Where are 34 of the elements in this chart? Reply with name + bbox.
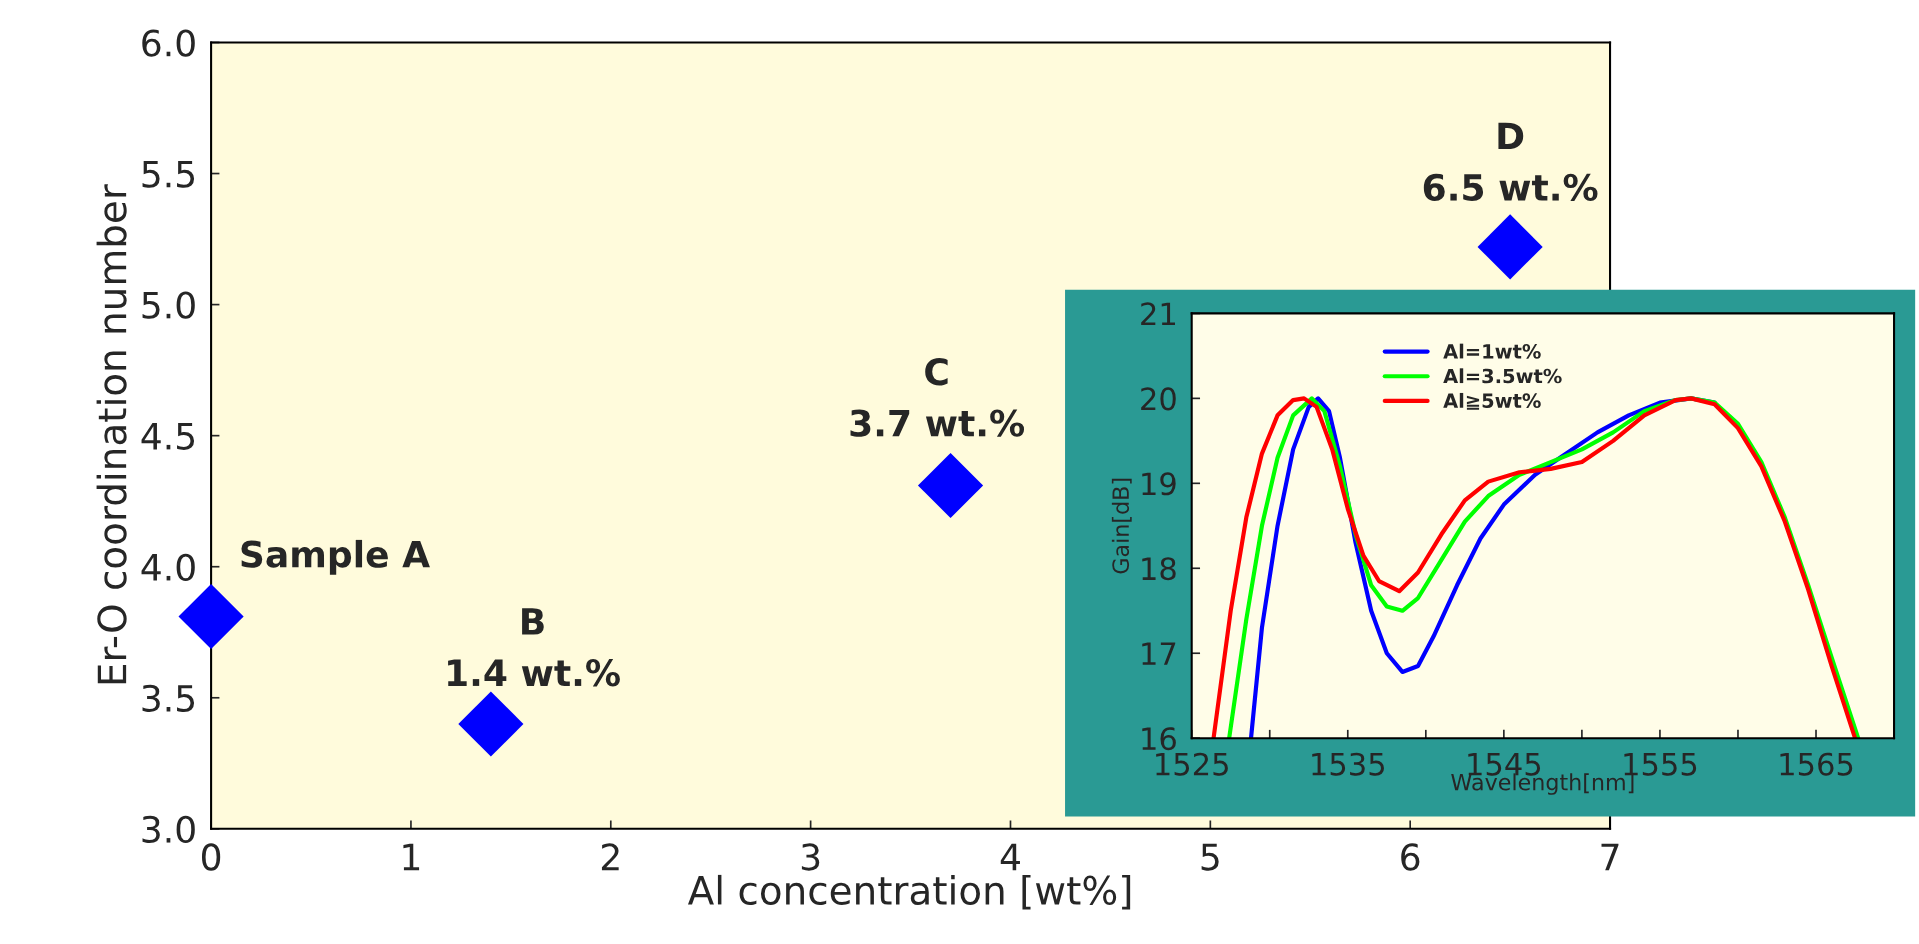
- x-tick-label: 5: [1201, 843, 1219, 871]
- x-tick-label: 4: [1000, 843, 1020, 871]
- y-tick-label: 18: [1142, 557, 1176, 581]
- y-axis-title: Er-O coordination number: [96, 184, 127, 684]
- annotation: D 6.5 wt.%: [1423, 122, 1598, 202]
- y-tick-label: 4.0: [141, 553, 195, 581]
- x-tick-label: 1525: [1156, 752, 1228, 776]
- y-tick-label: 20: [1141, 387, 1176, 411]
- x-tick-label: 7: [1601, 843, 1619, 871]
- annotation: Sample A: [241, 539, 430, 575]
- x-tick-label: 6: [1401, 843, 1420, 871]
- x-tick-label: 1: [403, 843, 420, 871]
- x-tick-label: 1565: [1780, 752, 1853, 776]
- y-tick-label: 5.0: [142, 291, 195, 319]
- y-tick-label: 4.5: [141, 423, 195, 450]
- legend-label: Al=1wt%: [1443, 343, 1541, 359]
- y-tick-label: 3.5: [142, 684, 195, 713]
- y-tick-label: 19: [1142, 472, 1176, 496]
- legend-label: Al≧5wt%: [1443, 392, 1541, 410]
- y-tick-label: 5.5: [142, 160, 195, 188]
- y-tick-label: 17: [1142, 642, 1176, 665]
- x-tick-label: 2: [601, 843, 619, 871]
- y-tick-label: 3.0: [142, 815, 195, 844]
- annotation: C 3.7 wt.%: [850, 358, 1025, 437]
- y-tick-label: 16: [1142, 727, 1176, 751]
- x-tick-label: 0: [201, 843, 221, 871]
- y-tick-label: 6.0: [142, 29, 195, 57]
- x-tick-label: 1535: [1312, 752, 1384, 776]
- annotation: B 1.4 wt.%: [448, 608, 620, 687]
- x-tick-label: 3: [801, 843, 820, 871]
- x-axis-title: Al concentration [wt%]: [687, 874, 1131, 910]
- y-axis-title: Gain[dB]: [1111, 478, 1132, 574]
- legend-label: Al=3.5wt%: [1443, 368, 1562, 384]
- y-tick-label: 21: [1141, 302, 1175, 326]
